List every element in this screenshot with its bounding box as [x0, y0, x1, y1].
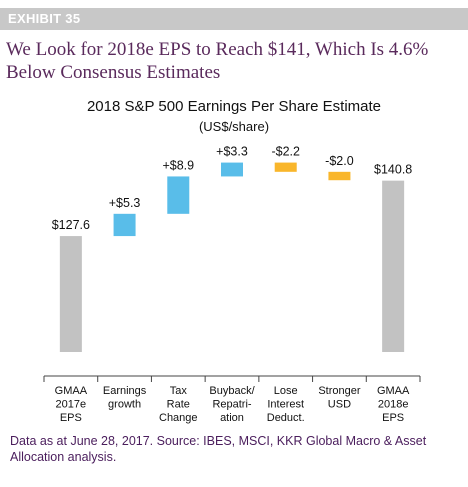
category-label-4: Buyback/	[209, 385, 255, 397]
category-label-1: 2017e	[56, 399, 87, 411]
bar-3	[167, 176, 190, 214]
category-label-7: GMAA	[377, 385, 410, 397]
bar-4	[221, 162, 243, 177]
bar-2	[113, 213, 136, 237]
bar-value-label-5: -$2.2	[271, 145, 300, 159]
chart-subtitle: (US$/share)	[199, 119, 269, 134]
category-label-5: Deduct.	[267, 412, 305, 424]
category-label-3: Rate	[167, 399, 190, 411]
category-label-7: 2018e	[378, 399, 409, 411]
category-label-2: growth	[108, 399, 141, 411]
bar-value-label-4: +$3.3	[216, 145, 248, 159]
category-label-4: ation	[220, 412, 244, 424]
exhibit-label: EXHIBIT 35	[8, 11, 81, 26]
bar-7	[382, 180, 405, 352]
bar-6	[328, 171, 351, 181]
category-label-7: EPS	[382, 412, 404, 424]
category-label-5: Lose	[274, 385, 298, 397]
bar-value-label-1: $127.6	[52, 218, 90, 232]
bar-1	[59, 236, 82, 352]
bar-5	[274, 162, 297, 172]
category-label-1: EPS	[60, 412, 82, 424]
category-label-2: Earnings	[103, 385, 147, 397]
chart-title: 2018 S&P 500 Earnings Per Share Estimate	[87, 98, 381, 115]
footnote: Data as at June 28, 2017. Source: IBES, …	[10, 434, 427, 464]
category-label-6: Stronger	[318, 385, 361, 397]
bar-value-label-2: +$5.3	[109, 196, 141, 210]
headline: We Look for 2018e EPS to Reach $141, Whi…	[6, 39, 429, 83]
category-label-3: Change	[159, 412, 198, 424]
category-label-4: Repatri-	[212, 399, 251, 411]
exhibit-banner: EXHIBIT 35	[0, 8, 468, 30]
bar-value-label-6: -$2.0	[325, 154, 354, 168]
bar-value-label-3: +$8.9	[162, 158, 194, 172]
bar-value-label-7: $140.8	[374, 163, 412, 177]
category-label-3: Tax	[170, 385, 188, 397]
category-label-5: Interest	[267, 399, 304, 411]
category-label-6: USD	[328, 399, 351, 411]
category-label-1: GMAA	[55, 385, 88, 397]
